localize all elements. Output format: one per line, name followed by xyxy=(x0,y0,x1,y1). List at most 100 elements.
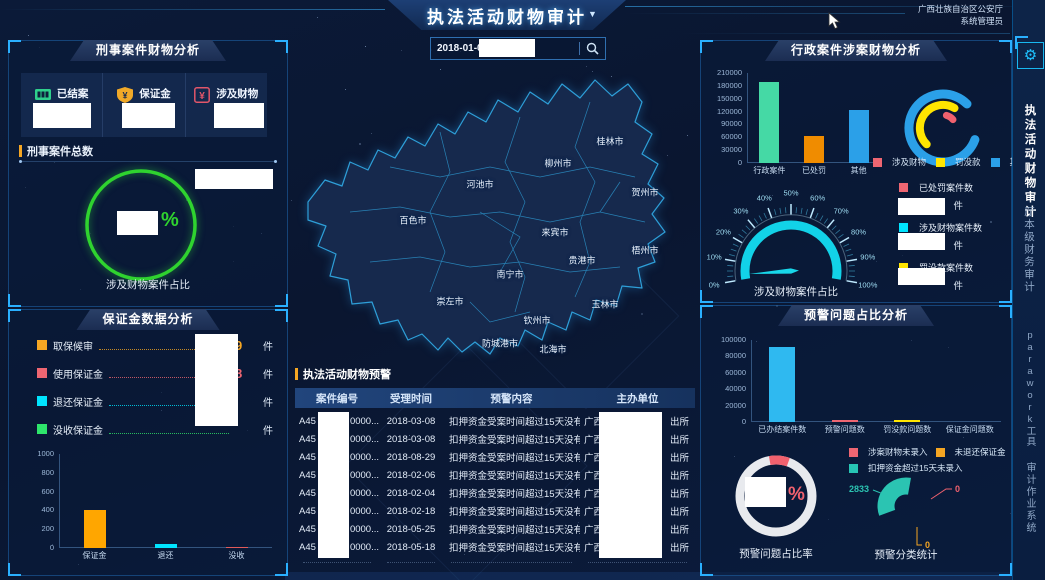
city-label[interactable]: 桂林市 xyxy=(596,136,624,147)
bar[interactable] xyxy=(759,82,780,163)
sidebar-item-department-finance-audit[interactable]: 厅本级财务审计 xyxy=(1023,206,1035,294)
legend-item[interactable]: 退还保证金 件 xyxy=(37,392,273,410)
warning-content-cell: 扣押资金受案时间超过15天没有录入 xyxy=(449,525,580,536)
unit-label: 件 xyxy=(263,341,273,353)
bar[interactable] xyxy=(154,544,177,548)
city-label[interactable]: 梧州市 xyxy=(631,245,659,256)
city-label[interactable]: 南宁市 xyxy=(496,269,524,280)
table-row-clipped xyxy=(295,556,695,563)
warning-content-cell: 扣押资金受案时间超过15天没有录入 xyxy=(449,435,580,446)
ring-legend: 涉及财物 罚没款 其他 xyxy=(873,156,1027,168)
handling-unit-cell: 广西 出所 xyxy=(584,543,689,554)
bottom-strip xyxy=(285,572,1012,580)
city-label[interactable]: 钦州市 xyxy=(523,315,551,326)
accept-date-cell: 2018-03-08 xyxy=(386,415,436,427)
gauge-caption: 涉及财物案件占比 xyxy=(754,286,838,298)
handling-unit-cell: 广西 出所 xyxy=(584,507,689,518)
settings-button[interactable]: ⚙ xyxy=(1017,42,1044,69)
warning-bar-chart: 0 20000 40000 60000 80000 100000 已办结案件数 预警问题数 罚没… xyxy=(715,334,1003,438)
legend-item[interactable]: 没收保证金 件 xyxy=(37,420,273,438)
bar[interactable] xyxy=(804,136,824,163)
accept-date-cell: 2018-02-06 xyxy=(386,469,436,481)
city-label[interactable]: 玉林市 xyxy=(591,299,619,310)
column-header: 预警内容 xyxy=(490,392,533,405)
city-label[interactable]: 贺州市 xyxy=(631,187,659,198)
city-label[interactable]: 崇左市 xyxy=(436,296,464,307)
warning-donut-chart xyxy=(735,455,817,537)
legend-item[interactable]: 取保候审 9 件 xyxy=(37,336,273,354)
city-label[interactable]: 来宾市 xyxy=(541,227,569,238)
legend-item[interactable]: 未退还保证金 xyxy=(935,446,1006,458)
unit-label: 件 xyxy=(953,201,963,212)
legend-label: 涉案财物未录入 xyxy=(868,447,928,457)
stat-closed-cases: 已结案 xyxy=(21,73,102,137)
legend-item: 罚没款案件数 件 xyxy=(899,261,973,295)
map-svg xyxy=(307,79,666,355)
header-deco-line xyxy=(625,13,905,14)
bar[interactable] xyxy=(769,347,796,422)
city-label[interactable]: 百色市 xyxy=(399,215,427,226)
handling-unit-cell: 广西 出所 xyxy=(584,471,689,482)
legend-label: 罚没款案件数 xyxy=(919,262,974,273)
accept-date-cell: 2018-08-29 xyxy=(386,451,436,463)
redaction-box xyxy=(214,103,264,128)
sidebar-item-enforcement-audit[interactable]: 执法活动财物审计 xyxy=(1023,104,1036,220)
redaction-box xyxy=(33,103,91,128)
legend-label: 已处罚案件数 xyxy=(919,182,974,193)
header-user-info: 广西壮族自治区公安厅 系统管理员 xyxy=(918,3,1003,27)
bar[interactable] xyxy=(225,546,248,548)
city-label[interactable]: 河池市 xyxy=(466,179,494,190)
city-label[interactable]: 防城港市 xyxy=(481,338,519,349)
chevron-down-icon[interactable]: ▼ xyxy=(588,9,597,19)
legend-item[interactable]: 扣押资金超过15天未录入 xyxy=(849,462,962,474)
bar[interactable] xyxy=(831,419,858,422)
column-header: 主办单位 xyxy=(616,392,659,405)
bar[interactable] xyxy=(83,510,106,548)
city-label[interactable]: 柳州市 xyxy=(544,158,572,169)
handling-unit-cell: 广西 出所 xyxy=(584,489,689,500)
legend-label: 没收保证金 xyxy=(53,425,103,437)
header-deco-line xyxy=(680,33,1010,34)
legend-item[interactable]: 罚没款 xyxy=(936,156,981,168)
city-label[interactable]: 北海市 xyxy=(539,344,567,355)
legend-item[interactable]: 使用保证金 8 件 xyxy=(37,364,273,382)
legend-item[interactable]: 涉及财物 xyxy=(873,156,926,168)
sidebar-item-parawork-tool[interactable]: parawork工具 xyxy=(1024,330,1036,447)
legend-swatch xyxy=(990,157,1000,167)
accept-date-cell: 2018-05-18 xyxy=(386,541,436,553)
sidebar-item-audit-work-system[interactable]: 审计作业系统 xyxy=(1024,462,1035,534)
svg-text:¥: ¥ xyxy=(123,91,128,101)
accept-date-cell: 2018-02-18 xyxy=(386,505,436,517)
accept-date-cell: 2018-05-25 xyxy=(386,523,436,535)
panel-title: 刑事案件财物分析 xyxy=(70,40,226,61)
percent-sign: % xyxy=(161,209,179,231)
case-number-cell: A45 0000... xyxy=(299,451,379,463)
section-criminal-case-total: 刑事案件总数 xyxy=(19,143,93,159)
city-label[interactable]: 贵港市 xyxy=(568,255,596,266)
bar[interactable] xyxy=(894,419,921,422)
bar[interactable] xyxy=(848,110,869,163)
guangxi-province-map[interactable]: 桂林市 柳州市 河池市 贺州市 百色市 来宾市 梧州市 贵港市 南宁市 玉林市 … xyxy=(290,62,695,364)
legend-item[interactable]: 涉案财物未录入 xyxy=(849,446,928,458)
date-from-value[interactable]: 2018-01-01 xyxy=(437,43,489,54)
warning-content-cell: 扣押资金受案时间超过15天没有录入 xyxy=(449,543,580,554)
legend-label: 未退还保证金 xyxy=(954,447,1006,457)
redaction-box xyxy=(479,39,535,57)
section-warning-title: 执法活动财物预警 xyxy=(295,366,695,382)
unit-label: 件 xyxy=(263,425,273,437)
search-icon[interactable] xyxy=(586,42,599,55)
case-number-cell: A45 0000... xyxy=(299,433,379,445)
redaction-box xyxy=(745,477,786,507)
warning-content-cell: 扣押资金受案时间超过15天没有录入 xyxy=(449,489,580,500)
leader-line xyxy=(99,340,229,351)
leader-line xyxy=(109,396,229,407)
